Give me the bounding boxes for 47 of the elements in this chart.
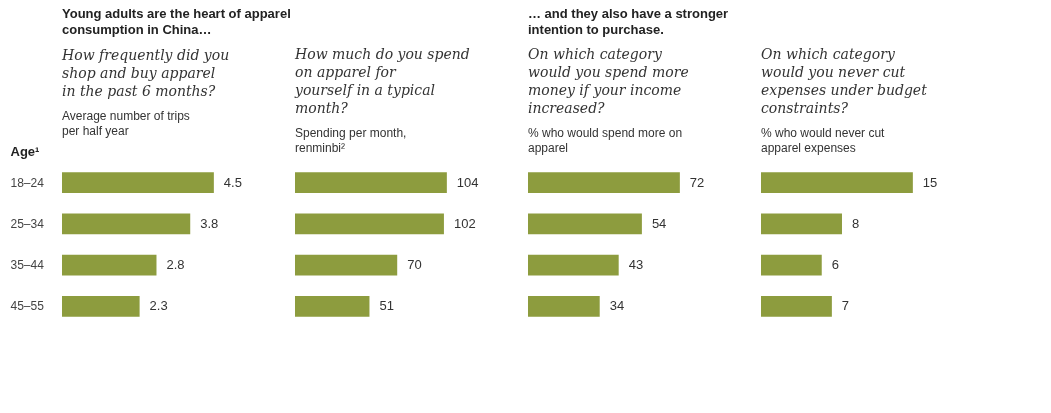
bar [528,254,619,276]
chart-title: On which category would you never cut expenses under budget constraints? [761,46,928,116]
data-label: 2.3 [149,298,168,314]
data-label: 7 [841,298,850,314]
bar [761,172,913,193]
data-label: 54 [651,215,667,231]
text: Young adults are the heart of apparel consumption in China… [62,6,291,37]
data-label: 3.8 [200,215,219,231]
data-label: 72 [689,174,705,190]
bar [62,254,157,276]
bar [295,172,447,193]
bar [62,172,214,193]
data-label: 102 [453,215,476,231]
bar [761,213,842,235]
bar [528,172,680,193]
data-label: 6 [831,257,839,273]
data-label: 104 [456,174,479,190]
bar [295,254,398,276]
chart-title: How frequently did you shop and buy apparel in the past 6 months? [61,47,230,99]
bar [528,296,600,317]
chart-subtitle: % who would never cut apparel expenses [761,126,886,155]
chart-title: On which category would you spend more money if your income increased? [528,46,689,116]
data-label: 4.5 [223,174,242,190]
text: … and they also have a stronger intention to purchase. [528,6,729,37]
bar [761,254,822,276]
data-label: 51 [379,298,394,314]
bar [761,296,832,317]
data-label: 34 [609,298,625,314]
bar [62,213,191,235]
bar [528,213,642,235]
bar [295,213,444,235]
data-label: 2.8 [166,257,185,273]
y-axis-title: Age¹ [10,143,40,159]
data-label: 70 [407,257,422,273]
chart-subtitle: Average number of trips per half year [62,109,190,138]
data-label: 8 [851,215,860,231]
chart-subtitle: % who would spend more on apparel [528,126,683,155]
bar [295,296,370,317]
bar [62,296,140,317]
chart-subtitle: Spending per month, renminbi² [295,126,407,155]
y-tick-label: 45–55 [10,299,45,314]
data-label: 15 [922,174,938,190]
y-tick-label: 25–34 [10,216,45,231]
y-tick-label: 18–24 [10,175,45,190]
y-tick-label: 35–44 [10,258,45,273]
chart-title: How much do you spend on apparel for yourself in a typical month? [294,46,470,116]
data-label: 43 [628,257,644,273]
